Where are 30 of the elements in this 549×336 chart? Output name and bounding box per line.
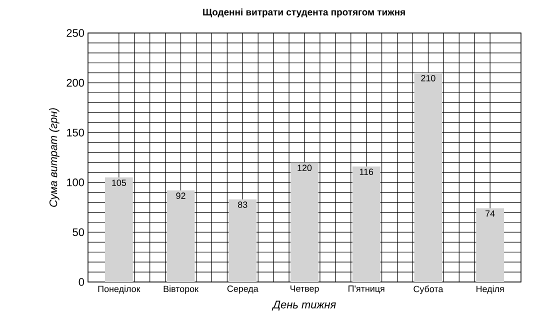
x-tick-label: П'ятниця xyxy=(348,286,384,294)
x-tick-label: Вівторок xyxy=(164,286,199,294)
bar xyxy=(105,177,133,282)
data-label: 116 xyxy=(360,168,374,176)
bar xyxy=(414,72,442,282)
y-tick-label: 200 xyxy=(66,78,84,87)
x-tick-label: Субота xyxy=(414,286,444,294)
bar xyxy=(166,190,195,282)
data-label: 83 xyxy=(238,202,248,208)
x-tick-label: Середа xyxy=(227,286,258,294)
data-label: 210 xyxy=(421,75,436,82)
y-axis-title: Сума витрат (грн) xyxy=(49,108,60,207)
x-tick-label: Понеділок xyxy=(98,286,140,294)
y-tick-label: 250 xyxy=(66,29,84,37)
y-tick-label: 150 xyxy=(67,128,84,136)
y-tick-label: 0 xyxy=(78,278,84,286)
data-label: 92 xyxy=(176,192,186,199)
y-tick-label: 50 xyxy=(72,228,84,236)
bar xyxy=(352,166,380,282)
data-label: 120 xyxy=(298,164,312,172)
x-tick-label: Неділя xyxy=(476,286,504,294)
bar xyxy=(228,199,257,282)
chart-title: Щоденні витрати студента протягом тижня xyxy=(203,8,405,18)
data-label: 105 xyxy=(112,180,126,186)
y-tick-label: 100 xyxy=(67,178,84,186)
bar xyxy=(290,162,318,282)
x-tick-label: Четвер xyxy=(290,286,319,294)
bar xyxy=(476,208,504,282)
x-axis-title: День тижня xyxy=(272,300,336,311)
data-label: 74 xyxy=(486,210,495,217)
